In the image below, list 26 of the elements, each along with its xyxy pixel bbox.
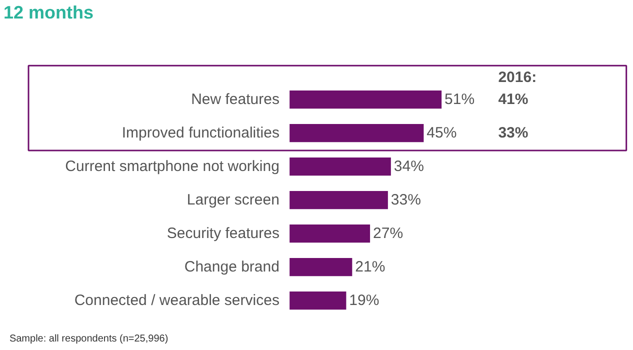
y-tick-label: Connected / wearable services bbox=[74, 292, 280, 310]
data-label: 19% bbox=[349, 292, 380, 310]
text: Sample: all respondents (n=25,996) bbox=[9, 334, 168, 345]
data-label: 34% bbox=[394, 158, 424, 176]
y-tick-label: Larger screen bbox=[186, 192, 280, 209]
bar bbox=[290, 191, 388, 210]
data-label: 27% bbox=[373, 225, 404, 242]
bar bbox=[290, 224, 370, 243]
data-label: 33% bbox=[390, 192, 421, 209]
text: 33% bbox=[498, 124, 528, 142]
y-tick-label: New features bbox=[191, 91, 280, 108]
y-tick-label: Security features bbox=[166, 225, 280, 242]
data-label: 51% bbox=[444, 91, 475, 108]
bar bbox=[290, 90, 442, 109]
y-tick-label: Current smartphone not working bbox=[65, 158, 280, 176]
bar bbox=[290, 292, 346, 310]
bar bbox=[290, 157, 391, 176]
data-label: 21% bbox=[355, 258, 386, 276]
data-label: 45% bbox=[426, 124, 457, 142]
bar bbox=[290, 124, 424, 142]
y-tick-label: Improved functionalities bbox=[122, 124, 280, 142]
text: 41% bbox=[498, 91, 528, 108]
y-tick-label: Change brand bbox=[184, 258, 280, 276]
bar bbox=[290, 258, 352, 276]
text: 2016: bbox=[498, 69, 537, 86]
text: 12 months bbox=[3, 2, 94, 22]
